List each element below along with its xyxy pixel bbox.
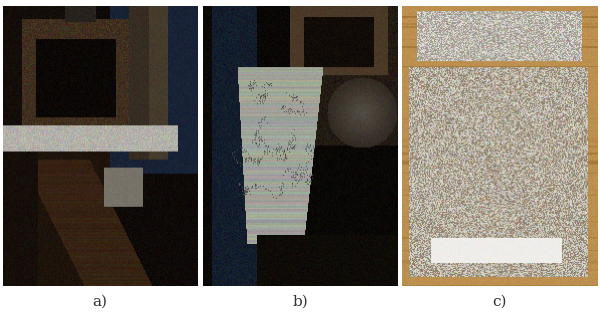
Text: b): b): [292, 294, 308, 308]
Text: a): a): [93, 294, 108, 308]
Text: c): c): [493, 294, 507, 308]
